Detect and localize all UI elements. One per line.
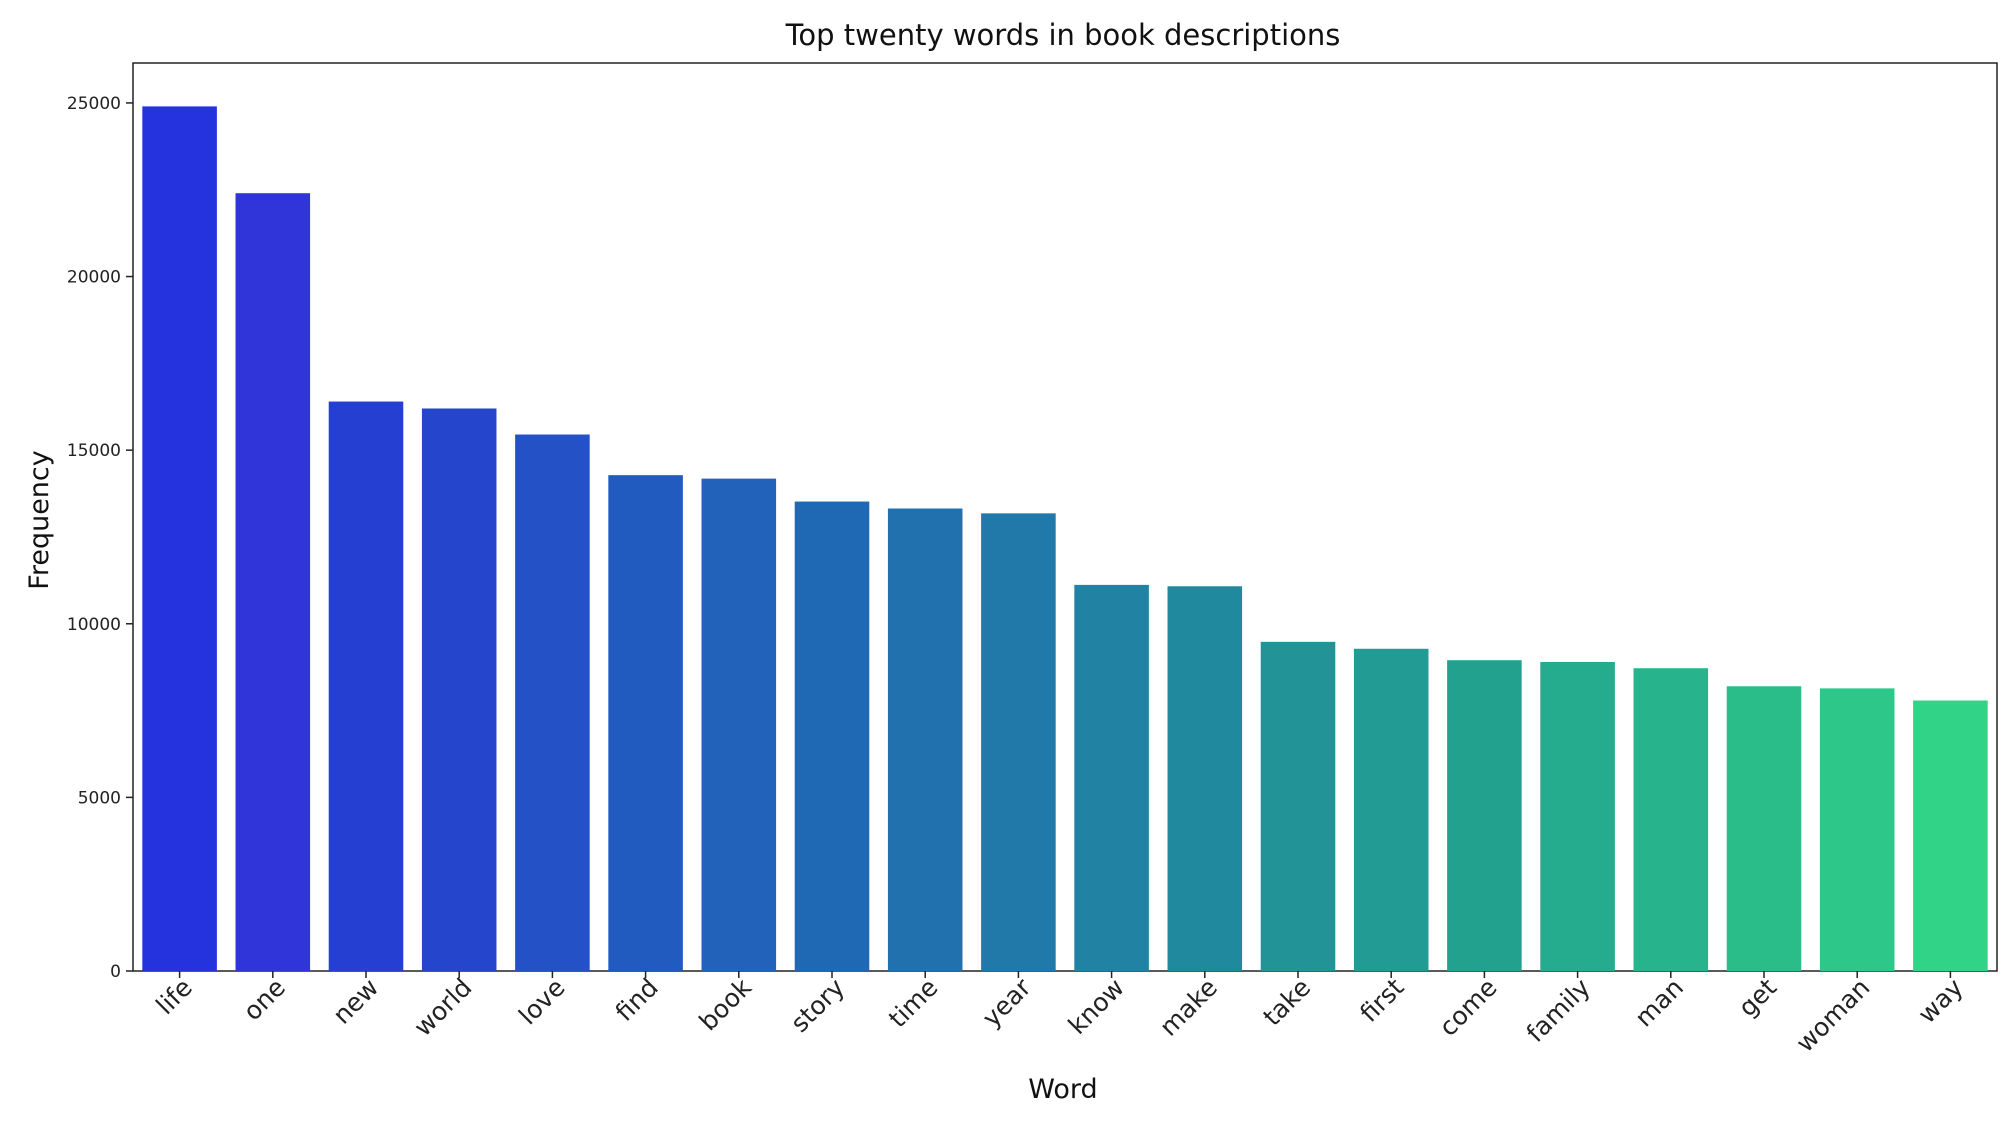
x-tick-label: love [513,973,571,1031]
x-tick-label: one [238,973,291,1026]
y-axis: 0 5000 10000 15000 20000 25000 [67,94,133,982]
x-tick-label: story [785,973,850,1038]
bar-love [515,434,590,971]
x-tick-label: new [327,973,384,1030]
x-tick-label: world [408,973,477,1042]
bar-world [421,408,497,971]
x-tick-label: first [1354,973,1409,1028]
x-tick-label: way [1912,973,1968,1029]
x-axis-label: Word [1028,1074,1097,1105]
bar-find [608,475,683,971]
y-tick-label: 10000 [67,615,121,635]
bar-book [701,478,777,971]
bar-life [142,106,217,971]
x-tick-label: book [693,972,757,1036]
bar-get [1726,686,1802,971]
y-tick-label: 25000 [67,94,121,114]
plot-area-frame [132,62,1998,972]
bar-time [887,508,963,971]
x-tick-label: make [1154,973,1223,1042]
x-tick-label: family [1521,973,1596,1048]
bar-take [1260,641,1336,971]
y-axis-label: Frequency [24,450,55,590]
y-tick-label: 15000 [67,441,121,461]
x-axis: life one new world love find book story time year… [150,971,1969,1058]
bar-woman [1819,688,1895,971]
y-tick-label: 0 [110,962,121,982]
bar-family [1540,661,1615,971]
bar-story [794,501,870,971]
chart-title: Top twenty words in book descriptions [785,18,1341,52]
x-tick-label: life [150,973,197,1020]
bar-know [1074,584,1149,971]
bar-group [142,106,1988,971]
y-tick-label: 5000 [78,788,121,808]
bar-make [1167,586,1243,971]
x-tick-label: get [1733,973,1783,1023]
x-tick-label: man [1629,973,1689,1033]
y-tick-label: 20000 [67,268,121,288]
bar-come [1447,660,1522,971]
x-tick-label: find [610,973,664,1027]
x-tick-label: know [1063,973,1130,1040]
bar-new [328,401,404,971]
x-tick-label: come [1434,973,1503,1042]
x-tick-label: woman [1790,973,1875,1058]
x-tick-label: take [1257,973,1316,1032]
x-tick-label: time [883,973,943,1033]
bar-year [981,513,1056,971]
bar-way [1913,700,1988,971]
bar-one [235,193,311,971]
x-tick-label: year [977,972,1037,1032]
bar-first [1353,648,1429,971]
bar-man [1633,668,1709,971]
